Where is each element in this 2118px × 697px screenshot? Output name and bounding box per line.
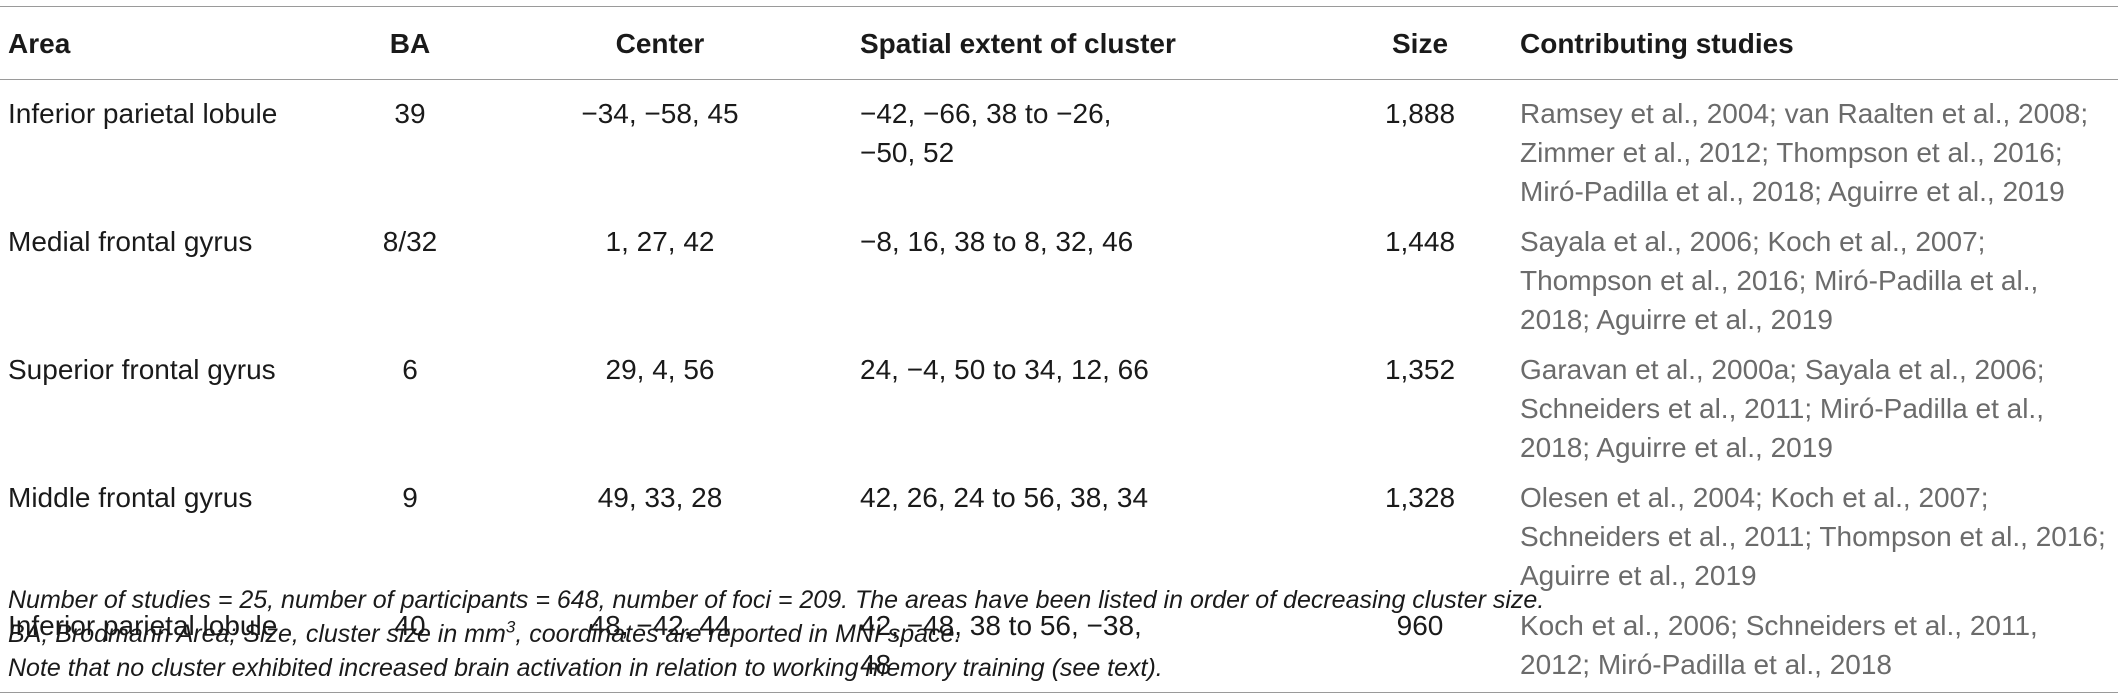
footnote-note: Note that no cluster exhibited increased… bbox=[8, 654, 1163, 682]
cell-extent: 42, 26, 24 to 56, 38, 34 bbox=[860, 467, 1320, 595]
cell-extent: −42, −66, 38 to −26, −50, 52 bbox=[860, 80, 1320, 212]
header-center: Center bbox=[460, 6, 860, 80]
cell-ba: 8/32 bbox=[382, 226, 438, 257]
cell-ba: 9 bbox=[402, 482, 418, 513]
cell-studies: Sayala et al., 2006; Koch et al., 2007; … bbox=[1520, 226, 2039, 335]
cell-area: Superior frontal gyrus bbox=[8, 354, 276, 385]
cell-ba: 6 bbox=[402, 354, 418, 385]
cell-extent-text: −42, −66, 38 to −26, −50, 52 bbox=[860, 98, 1112, 168]
cell-size: 1,448 bbox=[1384, 226, 1456, 257]
table-header: Area BA Center Spatial extent of cluster… bbox=[0, 6, 2118, 80]
cell-center: 48, −42, 44 bbox=[460, 595, 860, 693]
results-table: Area BA Center Spatial extent of cluster… bbox=[0, 6, 2118, 693]
cell-ba: 39 bbox=[394, 98, 426, 129]
table-row: Middle frontal gyrus 9 49, 33, 28 42, 26… bbox=[0, 467, 2118, 595]
cell-studies: Garavan et al., 2000a; Sayala et al., 20… bbox=[1520, 354, 2045, 463]
cell-ba: 40 bbox=[360, 595, 460, 693]
footnote-superscript: 3 bbox=[505, 617, 516, 637]
footnote-abbreviations: BA, Brodmann Area; Size, cluster size in… bbox=[8, 617, 1544, 651]
cell-area: Inferior parietal lobule bbox=[8, 98, 278, 129]
cell-extent: 24, −4, 50 to 34, 12, 66 bbox=[860, 339, 1320, 467]
cell-size: 1,352 bbox=[1384, 354, 1456, 385]
table-row: Inferior parietal lobule 40 48, −42, 44 … bbox=[0, 595, 2118, 693]
cell-studies: Koch et al., 2006; Schneiders et al., 20… bbox=[1520, 595, 2118, 693]
cell-studies: Ramsey et al., 2004; van Raalten et al.,… bbox=[1520, 98, 2089, 207]
cell-extent-text: 42, 26, 24 to 56, 38, 34 bbox=[860, 482, 1149, 513]
cell-area: Inferior parietal lobule bbox=[0, 595, 360, 693]
table-footnotes: Number of studies = 25, number of partic… bbox=[8, 583, 1544, 685]
cell-extent-text: −8, 16, 38 to 8, 32, 46 bbox=[860, 226, 1134, 257]
cell-area: Medial frontal gyrus bbox=[8, 226, 253, 257]
header-area: Area bbox=[0, 6, 360, 80]
header-extent: Spatial extent of cluster bbox=[860, 6, 1320, 80]
header-row: Area BA Center Spatial extent of cluster… bbox=[0, 6, 2118, 80]
footnote-summary: Number of studies = 25, number of partic… bbox=[8, 586, 1545, 614]
header-size: Size bbox=[1320, 6, 1520, 80]
cell-area: Middle frontal gyrus bbox=[8, 482, 253, 513]
cell-center: −34, −58, 45 bbox=[581, 98, 739, 129]
cell-extent: −8, 16, 38 to 8, 32, 46 bbox=[860, 211, 1320, 339]
table-row: Inferior parietal lobule 39 −34, −58, 45… bbox=[0, 80, 2118, 212]
cell-size: 960 bbox=[1320, 595, 1520, 693]
cell-center: 1, 27, 42 bbox=[605, 226, 715, 257]
header-studies: Contributing studies bbox=[1520, 6, 2118, 80]
footnote-abbrev-text: BA, Brodmann Area; Size, cluster size in… bbox=[8, 620, 506, 648]
cell-size: 1,888 bbox=[1384, 98, 1456, 129]
table-body: Inferior parietal lobule 39 −34, −58, 45… bbox=[0, 80, 2118, 693]
cell-extent-text: 42, −48, 38 to 56, −38, 48 bbox=[860, 610, 1142, 680]
cell-center: 49, 33, 28 bbox=[597, 482, 723, 513]
cell-studies: Olesen et al., 2004; Koch et al., 2007; … bbox=[1520, 482, 2106, 591]
cell-extent-text: 24, −4, 50 to 34, 12, 66 bbox=[860, 354, 1149, 385]
table-row: Medial frontal gyrus 8/32 1, 27, 42 −8, … bbox=[0, 211, 2118, 339]
header-ba: BA bbox=[360, 6, 460, 80]
cell-center: 29, 4, 56 bbox=[605, 354, 715, 385]
footnote-abbrev-text-end: , coordinates are reported in MNI space. bbox=[515, 620, 962, 648]
cell-size: 1,328 bbox=[1384, 482, 1456, 513]
table-row: Superior frontal gyrus 6 29, 4, 56 24, −… bbox=[0, 339, 2118, 467]
cell-extent: 42, −48, 38 to 56, −38, 48 bbox=[860, 595, 1320, 693]
